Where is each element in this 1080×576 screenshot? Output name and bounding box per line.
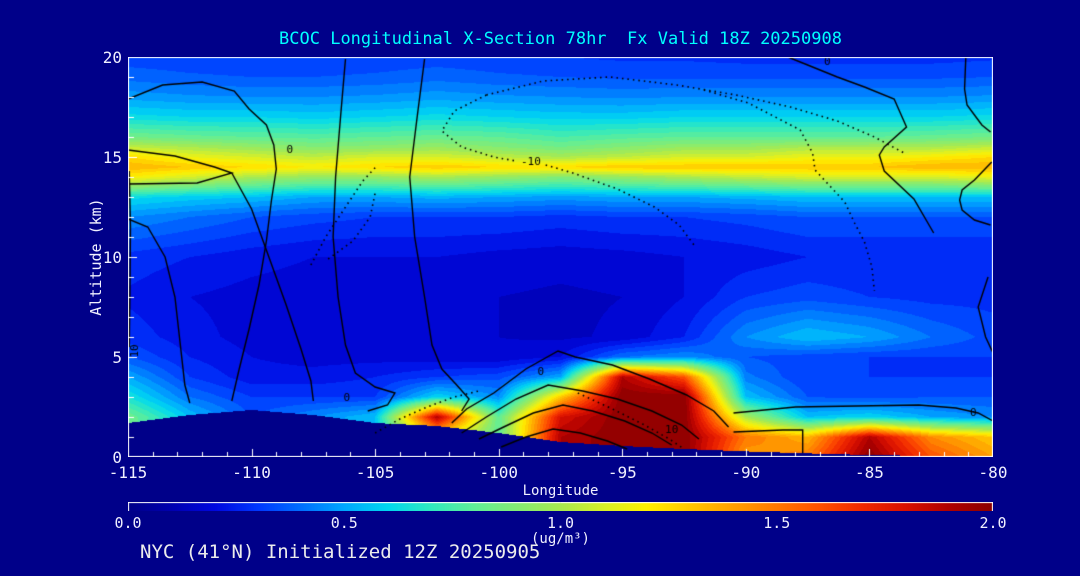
x-axis-title: Longitude bbox=[522, 483, 599, 499]
x-tick-label: -100 bbox=[479, 463, 518, 482]
y-tick-label: 0 bbox=[112, 448, 122, 467]
colorbar-tick-label: 0.5 bbox=[330, 514, 358, 532]
x-tick-label: -80 bbox=[978, 463, 1008, 482]
x-tick-label: -115 bbox=[108, 463, 148, 482]
initialization-caption: NYC (41°N) Initialized 12Z 20250905 bbox=[140, 541, 541, 563]
colorbar-canvas bbox=[128, 502, 993, 511]
colorbar-tick-label: 1.0 bbox=[546, 514, 575, 532]
x-tick-label: -85 bbox=[854, 463, 884, 482]
y-tick-label: 20 bbox=[102, 48, 122, 67]
y-tick-label: 10 bbox=[102, 248, 122, 267]
contour-plot-canvas bbox=[128, 57, 993, 457]
x-tick-label: -90 bbox=[731, 463, 761, 482]
colorbar bbox=[128, 502, 993, 511]
colorbar-unit-label: (ug/m³) bbox=[530, 531, 590, 547]
x-tick-label: -110 bbox=[232, 463, 271, 482]
x-tick-label: -95 bbox=[607, 463, 637, 482]
colorbar-tick-label: 1.5 bbox=[763, 514, 791, 532]
y-tick-label: 5 bbox=[112, 348, 122, 367]
colorbar-tick-label: 0.0 bbox=[114, 514, 142, 532]
x-tick-label: -105 bbox=[355, 463, 395, 482]
y-tick-label: 15 bbox=[102, 148, 122, 167]
chart-title: BCOC Longitudinal X-Section 78hr Fx Vali… bbox=[279, 29, 842, 49]
contour-plot-area bbox=[128, 57, 993, 457]
colorbar-tick-label: 2.0 bbox=[979, 514, 1007, 532]
